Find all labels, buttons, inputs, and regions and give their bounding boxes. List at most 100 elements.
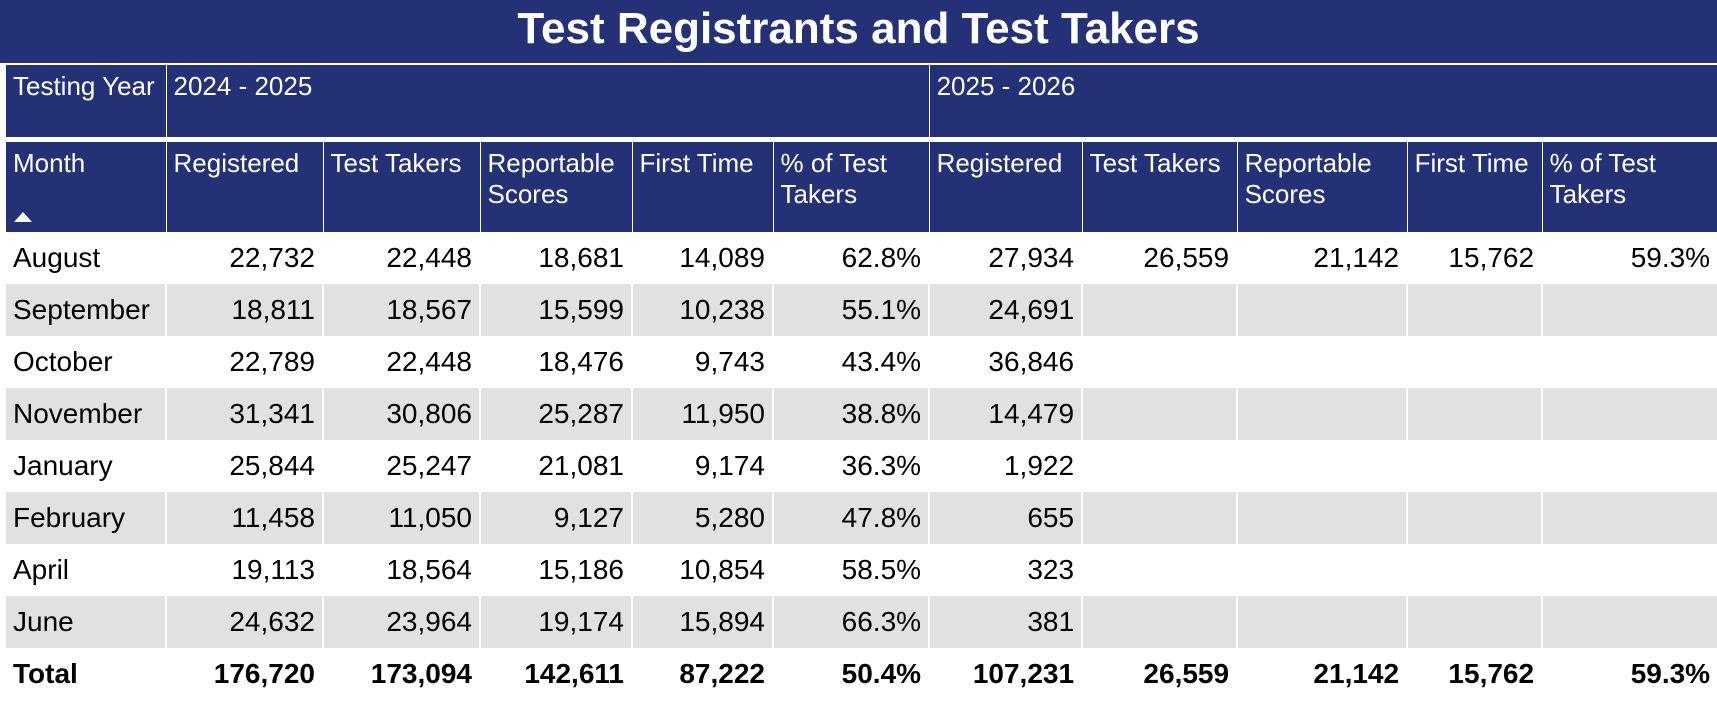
month-cell: April: [13, 554, 70, 585]
value-cell: 323: [928, 544, 1083, 596]
first-time-column-header[interactable]: First Time: [1406, 142, 1543, 232]
month-cell: August: [13, 242, 101, 273]
month-cell: September: [6, 284, 166, 336]
column-header-row: Month Registered Test Takers Reportable …: [6, 142, 1717, 232]
value-cell: 14,479: [928, 388, 1083, 440]
value-cell: 62.8%: [771, 232, 930, 284]
value-cell: [1081, 336, 1238, 388]
testing-year-header: Testing Year: [6, 65, 166, 137]
total-cell: 87,222: [631, 648, 773, 700]
value-cell: [1081, 544, 1238, 596]
value-cell: 655: [928, 492, 1083, 544]
month-cell: November: [6, 388, 166, 440]
value-cell: 24,632: [165, 596, 323, 648]
value-cell: 15,762: [1406, 232, 1543, 284]
value-cell: [1081, 388, 1238, 440]
value-cell: [1236, 284, 1408, 336]
value-cell: 22,732: [165, 232, 323, 284]
value-cell: [1406, 284, 1543, 336]
value-cell: 18,564: [322, 544, 480, 596]
data-table: Testing Year 2024 - 2025 2025 - 2026 Mon…: [6, 65, 1717, 700]
total-cell: 59.3%: [1541, 648, 1717, 700]
test-takers-column-header[interactable]: Test Takers: [1081, 142, 1238, 232]
value-cell: [1236, 336, 1408, 388]
value-cell: 55.1%: [771, 284, 930, 336]
total-cell: 15,762: [1406, 648, 1543, 700]
value-cell: [1541, 544, 1717, 596]
value-cell: [1236, 388, 1408, 440]
month-cell: January: [13, 450, 113, 481]
value-cell: 38.8%: [771, 388, 930, 440]
value-cell: 23,964: [322, 596, 480, 648]
value-cell: 22,789: [165, 336, 323, 388]
value-cell: 5,280: [631, 492, 773, 544]
value-cell: 22,448: [322, 336, 480, 388]
table-row: September 18,811 18,567 15,599 10,238 55…: [6, 284, 1717, 336]
year-2025-2026-header[interactable]: 2025 - 2026: [928, 65, 1717, 137]
pct-test-takers-column-header[interactable]: % of Test Takers: [772, 142, 930, 232]
value-cell: 59.3%: [1541, 232, 1717, 284]
value-cell: [1406, 388, 1543, 440]
total-cell: 176,720: [165, 648, 323, 700]
total-cell: 142,611: [479, 648, 632, 700]
value-cell: [1541, 284, 1717, 336]
value-cell: 25,287: [479, 388, 632, 440]
table-row: November 31,341 30,806 25,287 11,950 38.…: [6, 388, 1717, 440]
registered-column-header[interactable]: Registered: [165, 142, 323, 232]
reportable-scores-column-header[interactable]: Reportable Scores: [479, 142, 632, 232]
total-cell: 26,559: [1081, 648, 1238, 700]
value-cell: 21,081: [479, 440, 632, 492]
month-column-header[interactable]: Month: [6, 142, 166, 232]
value-cell: 11,458: [165, 492, 323, 544]
value-cell: 18,811: [165, 284, 323, 336]
value-cell: 22,448: [322, 232, 480, 284]
total-cell: 173,094: [322, 648, 480, 700]
value-cell: 381: [928, 596, 1083, 648]
value-cell: 24,691: [928, 284, 1083, 336]
first-time-column-header[interactable]: First Time: [631, 142, 773, 232]
value-cell: 25,844: [165, 440, 323, 492]
table-row: April 19,113 18,564 15,186 10,854 58.5% …: [6, 544, 1717, 596]
report-title: Test Registrants and Test Takers: [0, 0, 1717, 63]
value-cell: [1541, 440, 1717, 492]
value-cell: 15,894: [631, 596, 773, 648]
month-cell: October: [13, 346, 113, 377]
registered-column-header[interactable]: Registered: [928, 142, 1083, 232]
pct-test-takers-column-header[interactable]: % of Test Takers: [1541, 142, 1717, 232]
value-cell: [1236, 596, 1408, 648]
value-cell: 14,089: [631, 232, 773, 284]
value-cell: 27,934: [928, 232, 1083, 284]
month-cell: February: [6, 492, 166, 544]
table-row: January 25,844 25,247 21,081 9,174 36.3%…: [6, 440, 1717, 492]
value-cell: [1081, 440, 1238, 492]
value-cell: [1406, 492, 1543, 544]
value-cell: 31,341: [165, 388, 323, 440]
value-cell: [1236, 440, 1408, 492]
value-cell: 18,681: [479, 232, 632, 284]
value-cell: 1,922: [928, 440, 1083, 492]
year-2024-2025-header[interactable]: 2024 - 2025: [165, 65, 930, 137]
value-cell: [1406, 596, 1543, 648]
sort-ascending-icon[interactable]: [14, 212, 32, 222]
total-cell: 107,231: [928, 648, 1083, 700]
value-cell: 30,806: [322, 388, 480, 440]
value-cell: [1541, 388, 1717, 440]
table-row: June 24,632 23,964 19,174 15,894 66.3% 3…: [6, 596, 1717, 648]
value-cell: 9,174: [631, 440, 773, 492]
total-cell: 21,142: [1236, 648, 1408, 700]
value-cell: [1081, 492, 1238, 544]
reportable-scores-column-header[interactable]: Reportable Scores: [1236, 142, 1408, 232]
value-cell: 26,559: [1081, 232, 1238, 284]
value-cell: 10,854: [631, 544, 773, 596]
value-cell: 58.5%: [771, 544, 930, 596]
value-cell: 9,743: [631, 336, 773, 388]
value-cell: 66.3%: [771, 596, 930, 648]
value-cell: [1406, 544, 1543, 596]
value-cell: 36,846: [928, 336, 1083, 388]
value-cell: [1541, 492, 1717, 544]
value-cell: 11,050: [322, 492, 480, 544]
value-cell: 9,127: [479, 492, 632, 544]
value-cell: [1236, 492, 1408, 544]
value-cell: 11,950: [631, 388, 773, 440]
test-takers-column-header[interactable]: Test Takers: [322, 142, 480, 232]
